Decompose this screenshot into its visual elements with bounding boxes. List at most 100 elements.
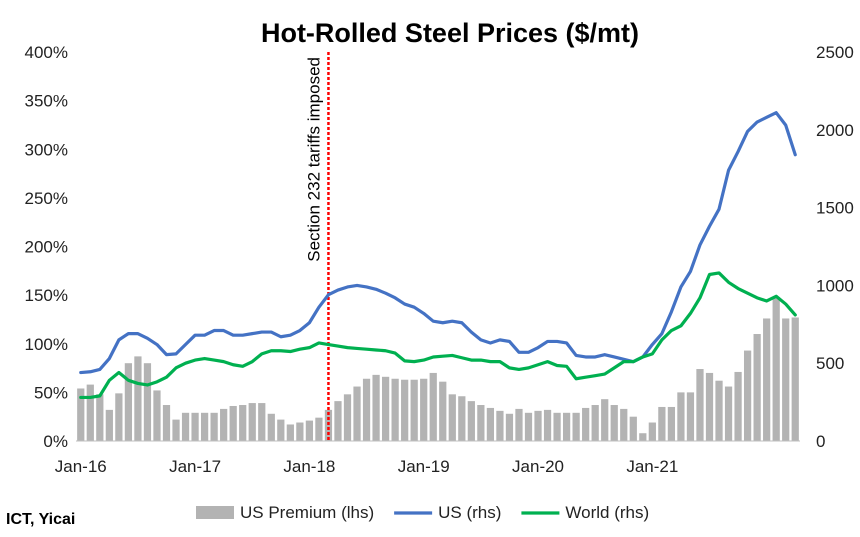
bar-us-premium — [362, 378, 371, 441]
y-left-tick-label: 50% — [34, 383, 68, 402]
y-left-tick-label: 350% — [25, 92, 68, 111]
bar-us-premium — [420, 378, 428, 441]
bar-us-premium — [467, 401, 475, 441]
y-left-tick-label: 400% — [25, 43, 68, 62]
x-tick-label: Jan-19 — [398, 457, 450, 476]
x-tick-label: Jan-21 — [626, 457, 678, 476]
bar-us-premium — [343, 394, 352, 441]
plot-area: Section 232 tariffs imposed — [77, 52, 799, 442]
bar-us-premium — [143, 363, 152, 441]
bar-us-premium — [372, 374, 380, 441]
bar-us-premium — [648, 422, 656, 441]
bar-us-premium — [601, 399, 609, 441]
bar-us-premium — [315, 417, 323, 441]
bar-us-premium — [553, 412, 561, 441]
bar-us-premium — [162, 405, 171, 441]
legend-label: US (rhs) — [438, 503, 501, 522]
y-right-tick-label: 1500 — [816, 199, 854, 218]
y-right-tick-label: 0 — [816, 432, 825, 451]
bar-us-premium — [124, 363, 133, 441]
x-tick-label: Jan-16 — [55, 457, 107, 476]
bar-us-premium — [696, 369, 704, 441]
bar-us-premium — [477, 405, 485, 441]
bar-us-premium — [200, 412, 209, 441]
chart-title: Hot-Rolled Steel Prices ($/mt) — [261, 18, 639, 48]
y-left-tick-label: 0% — [43, 432, 68, 451]
y-right-tick-label: 500 — [816, 354, 844, 373]
bar-us-premium — [172, 419, 180, 441]
bar-us-premium — [401, 379, 409, 441]
bar-us-premium — [763, 318, 771, 441]
y-left-tick-label: 150% — [25, 286, 68, 305]
bar-us-premium — [591, 405, 599, 441]
y-right-tick-label: 2500 — [816, 43, 854, 62]
legend-label: US Premium (lhs) — [240, 503, 374, 522]
y-left-tick-label: 250% — [25, 189, 68, 208]
legend-item: US Premium (lhs) — [196, 503, 374, 522]
legend-swatch-bar — [196, 506, 234, 519]
bar-us-premium — [572, 412, 580, 441]
bar-us-premium — [772, 297, 780, 441]
bar-us-premium — [296, 422, 304, 441]
bar-us-premium — [220, 408, 228, 441]
legend: US Premium (lhs) US (rhs) World (rhs) — [196, 503, 649, 522]
bar-us-premium — [677, 392, 685, 442]
bar-us-premium — [96, 394, 104, 441]
bar-us-premium — [667, 406, 676, 441]
bar-us-premium — [582, 407, 590, 441]
bar-us-premium — [134, 356, 142, 441]
bar-us-premium — [277, 419, 285, 441]
bar-us-premium — [105, 409, 113, 441]
bar-us-premium — [410, 379, 418, 441]
bar-us-premium — [658, 406, 666, 441]
bar-us-premium — [353, 386, 361, 441]
bar-us-premium — [210, 412, 218, 441]
bar-us-premium — [191, 412, 199, 441]
y-right-tick-label: 1000 — [816, 276, 854, 295]
axes: 0% 50% 100% 150% 200% 250% 300% 350% 400% 0 500 100… — [25, 43, 854, 476]
bar-us-premium — [153, 390, 161, 441]
bar-us-premium — [286, 424, 294, 441]
bar-us-premium — [334, 401, 342, 441]
bar-us-premium — [620, 408, 628, 441]
bar-us-premium — [629, 416, 637, 441]
bar-us-premium — [267, 413, 275, 441]
legend-item: World (rhs) — [521, 503, 649, 522]
bar-us-premium — [715, 380, 723, 441]
bar-us-premium — [429, 372, 437, 441]
bar-us-premium — [753, 334, 761, 441]
y-left-tick-label: 100% — [25, 335, 68, 354]
bar-us-premium — [258, 403, 266, 441]
y-right-tick-label: 2000 — [816, 121, 854, 140]
bar-us-premium — [239, 405, 247, 441]
bar-us-premium — [381, 376, 390, 441]
y-left-tick-label: 200% — [25, 238, 68, 257]
source-note: ICT, Yicai — [6, 511, 75, 528]
legend-label: World (rhs) — [565, 503, 649, 522]
bar-us-premium — [543, 409, 552, 441]
bar-us-premium — [791, 317, 799, 441]
bar-us-premium — [77, 388, 85, 441]
x-tick-label: Jan-20 — [512, 457, 564, 476]
bar-us-premium — [505, 413, 514, 441]
bar-us-premium — [229, 405, 237, 441]
x-tick-label: Jan-18 — [283, 457, 335, 476]
y-left-tick-label: 300% — [25, 140, 68, 159]
x-tick-label: Jan-17 — [169, 457, 221, 476]
bar-us-premium — [724, 386, 733, 441]
bar-us-premium — [248, 403, 256, 441]
line-us — [79, 111, 797, 375]
bar-us-premium — [496, 410, 504, 441]
bar-us-premium — [734, 371, 742, 441]
bar-us-premium — [391, 378, 399, 441]
bar-us-premium — [86, 384, 94, 441]
bar-us-premium — [782, 318, 790, 441]
legend-item: US (rhs) — [394, 503, 501, 522]
tariff-annotation: Section 232 tariffs imposed — [304, 57, 323, 262]
line-world — [79, 271, 797, 400]
bar-us-premium — [324, 409, 333, 441]
bar-us-premium — [610, 405, 618, 441]
bar-us-premium — [686, 392, 695, 442]
bar-us-premium — [639, 433, 647, 441]
